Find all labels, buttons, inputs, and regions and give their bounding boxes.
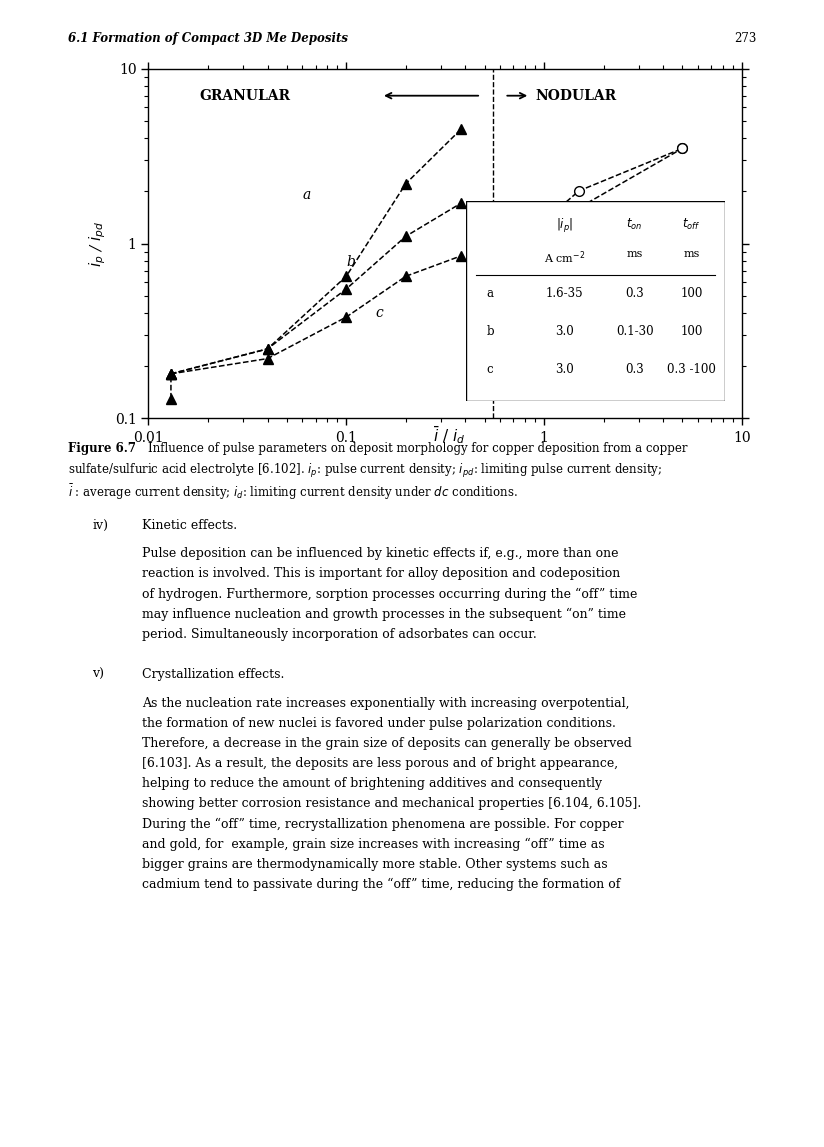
- Text: a: a: [486, 287, 494, 301]
- Text: GRANULAR: GRANULAR: [199, 89, 290, 103]
- Text: helping to reduce the amount of brightening additives and consequently: helping to reduce the amount of brighten…: [142, 778, 602, 790]
- Text: may influence nucleation and growth processes in the subsequent “on” time: may influence nucleation and growth proc…: [142, 608, 625, 621]
- Text: ms: ms: [683, 249, 700, 259]
- Text: 3.0: 3.0: [555, 326, 574, 338]
- Text: During the “off” time, recrystallization phenomena are possible. For copper: During the “off” time, recrystallization…: [142, 817, 623, 830]
- Text: b: b: [486, 326, 494, 338]
- Text: 100: 100: [680, 287, 703, 301]
- Text: 0.3: 0.3: [625, 287, 644, 301]
- Text: reaction is involved. This is important for alloy deposition and codeposition: reaction is involved. This is important …: [142, 567, 620, 580]
- Text: 3.0: 3.0: [555, 364, 574, 376]
- Text: 0.3: 0.3: [625, 364, 644, 376]
- Text: Therefore, a decrease in the grain size of deposits can generally be observed: Therefore, a decrease in the grain size …: [142, 738, 631, 750]
- Text: of hydrogen. Furthermore, sorption processes occurring during the “off” time: of hydrogen. Furthermore, sorption proce…: [142, 587, 637, 601]
- Text: ms: ms: [626, 249, 643, 259]
- Text: Influence of pulse parameters on deposit morphology for copper deposition from a: Influence of pulse parameters on deposit…: [148, 442, 687, 454]
- Text: sulfate/sulfuric acid electrolyte [6.102]. $i_p$: pulse current density; $i_{pd}: sulfate/sulfuric acid electrolyte [6.102…: [68, 462, 662, 481]
- Text: Pulse deposition can be influenced by kinetic effects if, e.g., more than one: Pulse deposition can be influenced by ki…: [142, 547, 618, 560]
- Text: 273: 273: [734, 32, 756, 45]
- Text: Crystallization effects.: Crystallization effects.: [142, 668, 284, 681]
- Text: a: a: [302, 188, 311, 202]
- Text: Figure 6.7: Figure 6.7: [68, 442, 135, 454]
- Text: c: c: [375, 306, 382, 320]
- Text: $t_{off}$: $t_{off}$: [682, 217, 700, 232]
- Text: A cm$^{-2}$: A cm$^{-2}$: [544, 249, 585, 265]
- Text: NODULAR: NODULAR: [535, 89, 616, 103]
- Text: 1.6-35: 1.6-35: [545, 287, 583, 301]
- Text: period. Simultaneously incorporation of adsorbates can occur.: period. Simultaneously incorporation of …: [142, 627, 536, 640]
- Text: 0.1-30: 0.1-30: [616, 326, 653, 338]
- Text: iv): iv): [92, 518, 108, 531]
- Text: $\bar{i}\ /\ i_d$: $\bar{i}\ /\ i_d$: [433, 424, 466, 446]
- Text: 6.1 Formation of Compact 3D Me Deposits: 6.1 Formation of Compact 3D Me Deposits: [68, 32, 348, 45]
- Text: $|i_p|$: $|i_p|$: [555, 217, 573, 235]
- Text: $\bar{i}$ : average current density; $i_d$: limiting current density under $\mat: $\bar{i}$ : average current density; $i_…: [68, 483, 517, 502]
- Text: [6.103]. As a result, the deposits are less porous and of bright appearance,: [6.103]. As a result, the deposits are l…: [142, 757, 618, 770]
- Text: 0.3 -100: 0.3 -100: [667, 364, 716, 376]
- Text: cadmium tend to passivate during the “off” time, reducing the formation of: cadmium tend to passivate during the “of…: [142, 877, 620, 891]
- Text: Kinetic effects.: Kinetic effects.: [142, 518, 236, 531]
- Text: showing better corrosion resistance and mechanical properties [6.104, 6.105].: showing better corrosion resistance and …: [142, 797, 641, 810]
- Text: b: b: [346, 255, 355, 268]
- Text: v): v): [92, 668, 105, 681]
- Text: As the nucleation rate increases exponentially with increasing overpotential,: As the nucleation rate increases exponen…: [142, 697, 629, 710]
- Text: and gold, for  example, grain size increases with increasing “off” time as: and gold, for example, grain size increa…: [142, 837, 604, 851]
- Text: $t_{on}$: $t_{on}$: [626, 217, 643, 232]
- Text: the formation of new nuclei is favored under pulse polarization conditions.: the formation of new nuclei is favored u…: [142, 717, 616, 729]
- Text: c: c: [486, 364, 493, 376]
- Y-axis label: $i_p$ / $i_{pd}$: $i_p$ / $i_{pd}$: [87, 220, 108, 267]
- Text: 100: 100: [680, 326, 703, 338]
- Text: bigger grains are thermodynamically more stable. Other systems such as: bigger grains are thermodynamically more…: [142, 858, 607, 871]
- FancyBboxPatch shape: [466, 201, 725, 401]
